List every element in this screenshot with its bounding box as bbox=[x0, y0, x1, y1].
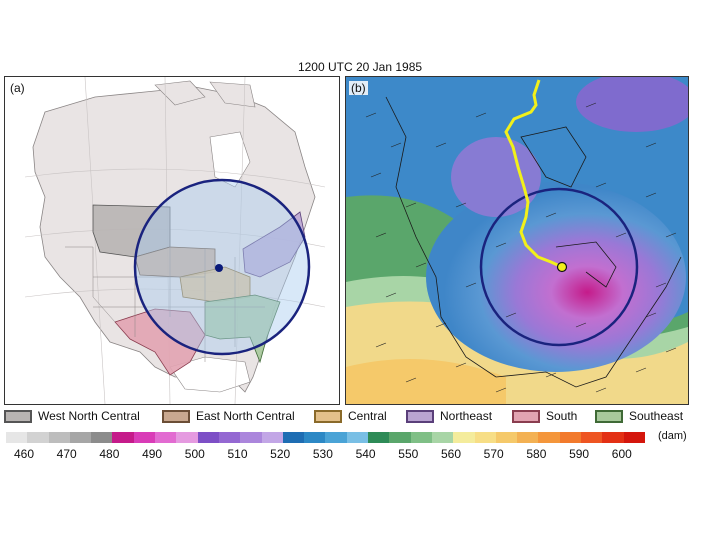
colorbar-cell bbox=[133, 432, 156, 443]
wind-barbs bbox=[365, 102, 677, 393]
analysis-circle bbox=[479, 187, 639, 347]
colorbar-cell bbox=[559, 432, 582, 443]
legend-label: West North Central bbox=[38, 409, 140, 423]
legend-item-southeast: Southeast bbox=[595, 407, 683, 425]
panel-b-label: (b) bbox=[349, 81, 368, 95]
center-point bbox=[215, 264, 223, 272]
colorbar-tick-label: 460 bbox=[13, 447, 35, 461]
colorbar-cell bbox=[389, 432, 411, 443]
storm-center-point bbox=[556, 261, 568, 273]
colorbar-cell bbox=[581, 432, 603, 443]
colorbar-tick-label: 590 bbox=[569, 447, 590, 461]
legend-item-west-north-central: West North Central bbox=[4, 407, 140, 425]
colorbar-tick-label: 600 bbox=[611, 447, 632, 461]
arctic-island bbox=[154, 80, 206, 106]
panel-b-svg bbox=[346, 77, 688, 404]
region-northeast bbox=[242, 211, 306, 278]
colorbar-cell bbox=[48, 432, 70, 443]
arctic-island bbox=[209, 81, 256, 108]
colorbar-cell bbox=[112, 432, 134, 443]
legend-label: East North Central bbox=[196, 409, 295, 423]
legend-swatch bbox=[4, 409, 32, 423]
colorbar-tick-label: 580 bbox=[526, 447, 547, 461]
legend-swatch bbox=[162, 409, 190, 423]
field-darkgreen-band bbox=[346, 195, 688, 339]
colorbar-cell bbox=[346, 432, 369, 443]
colorbar-cell bbox=[410, 432, 432, 443]
colorbar-tick-label: 570 bbox=[483, 447, 504, 461]
storm-track bbox=[504, 79, 563, 269]
panel-a-svg bbox=[5, 77, 339, 404]
colorbar-cell bbox=[282, 432, 305, 443]
legend-swatch bbox=[595, 409, 623, 423]
colorbar-cell bbox=[240, 432, 262, 443]
panel-a-label: (a) bbox=[8, 81, 27, 95]
polar-low-lobe bbox=[576, 77, 688, 132]
colorbar-cell bbox=[176, 432, 198, 443]
colorbar-ticks: 460 470 480 490 500 510 520 530 540 550 560 570 580 5… bbox=[0, 447, 720, 461]
colorbar-cell bbox=[495, 432, 518, 443]
panel-a-map: (a) bbox=[4, 76, 340, 405]
colorbar-cell bbox=[197, 432, 219, 443]
legend-swatch bbox=[512, 409, 540, 423]
legend-swatch bbox=[314, 409, 342, 423]
legend-item-south: South bbox=[512, 407, 577, 425]
colorbar-tick-label: 490 bbox=[142, 447, 163, 461]
colorbar-tick-label: 550 bbox=[398, 447, 419, 461]
colorbar-cell bbox=[474, 432, 496, 443]
colorbar-unit: (dam) bbox=[658, 430, 687, 442]
colorbar-cell bbox=[155, 432, 177, 443]
colorbar-tick-label: 530 bbox=[312, 447, 333, 461]
trough-lobe bbox=[451, 137, 541, 217]
legend-label: Central bbox=[348, 409, 387, 423]
colorbar-tick-label: 470 bbox=[56, 447, 77, 461]
colorbar-cell bbox=[304, 432, 326, 443]
colorbar bbox=[6, 432, 645, 443]
colorbar-cell bbox=[69, 432, 92, 443]
region-legend: West North Central East North Central Ce… bbox=[4, 407, 694, 427]
colorbar-cell bbox=[623, 432, 645, 443]
colorbar-tick-label: 520 bbox=[270, 447, 291, 461]
legend-swatch bbox=[406, 409, 434, 423]
legend-item-east-north-central: East North Central bbox=[162, 407, 295, 425]
figure-title: 1200 UTC 20 Jan 1985 bbox=[297, 60, 423, 74]
legend-label: Southeast bbox=[629, 409, 684, 423]
colorbar-cell bbox=[91, 432, 113, 443]
colorbar-tick-label: 480 bbox=[99, 447, 120, 461]
legend-label: Northeast bbox=[440, 409, 493, 423]
colorbar-cell bbox=[368, 432, 390, 443]
field-orange-band bbox=[346, 359, 506, 404]
cold-low-field bbox=[426, 182, 686, 372]
colorbar-tick-label: 540 bbox=[355, 447, 376, 461]
colorbar-tick-label: 560 bbox=[440, 447, 462, 461]
coastlines bbox=[385, 96, 682, 388]
colorbar-cell bbox=[325, 432, 347, 443]
colorbar-cell bbox=[6, 432, 28, 443]
colorbar-cell bbox=[453, 432, 475, 443]
colorbar-cell bbox=[431, 432, 454, 443]
colorbar-cell bbox=[261, 432, 283, 443]
panel-b-map: (b) bbox=[345, 76, 689, 405]
colorbar-cell bbox=[538, 432, 560, 443]
colorbar-tick-label: 510 bbox=[227, 447, 248, 461]
legend-item-northeast: Northeast bbox=[406, 407, 492, 425]
colorbar-cell bbox=[218, 432, 241, 443]
colorbar-cell bbox=[602, 432, 624, 443]
legend-label: South bbox=[546, 409, 578, 423]
colorbar-cell bbox=[27, 432, 49, 443]
region-south bbox=[114, 308, 206, 376]
colorbar-cell bbox=[517, 432, 539, 443]
legend-item-central: Central bbox=[314, 407, 387, 425]
colorbar-tick-label: 500 bbox=[184, 447, 205, 461]
